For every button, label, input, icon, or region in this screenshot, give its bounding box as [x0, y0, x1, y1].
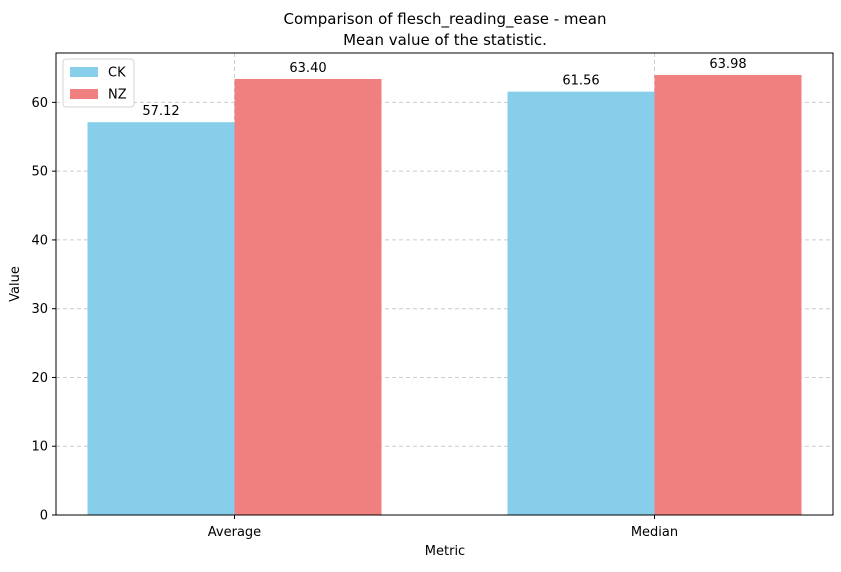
- data-labels: 57.12 61.56 63.40 63.98: [142, 57, 746, 119]
- y-tick-label: 20: [31, 371, 48, 386]
- y-tick-label: 0: [40, 509, 48, 524]
- x-axis-label: Metric: [425, 544, 465, 559]
- bars: [87, 75, 802, 516]
- y-axis-label: Value: [8, 266, 23, 302]
- x-tick-label: Median: [631, 525, 678, 540]
- legend: CK NZ: [62, 58, 135, 108]
- y-tick-label: 40: [31, 233, 48, 248]
- chart-title: Comparison of flesch_reading_ease - mean: [284, 10, 607, 29]
- legend-label-ck: CK: [108, 66, 126, 81]
- y-tick-label: 30: [31, 302, 48, 317]
- legend-swatch-ck: [70, 67, 98, 77]
- bar-nz: [654, 75, 802, 516]
- bar-nz: [234, 78, 382, 515]
- bar-value-label: 57.12: [142, 104, 179, 119]
- y-tick-label: 50: [31, 165, 48, 180]
- legend-swatch-nz: [70, 89, 98, 99]
- bar-ck: [507, 91, 655, 516]
- bar-ck: [87, 122, 235, 515]
- bar-value-label: 61.56: [562, 74, 599, 89]
- plot-frame: [55, 52, 834, 516]
- bar-value-label: 63.40: [289, 61, 326, 76]
- chart-subtitle: Mean value of the statistic.: [343, 31, 547, 49]
- y-tick-label: 60: [31, 96, 48, 111]
- legend-label-nz: NZ: [108, 88, 127, 103]
- bar-value-label: 63.98: [709, 57, 746, 72]
- x-tick-label: Average: [208, 525, 261, 540]
- y-tick-label: 10: [31, 440, 48, 455]
- axis-ticks: 0 10 20 30 40 50 60 Average Median: [31, 96, 678, 540]
